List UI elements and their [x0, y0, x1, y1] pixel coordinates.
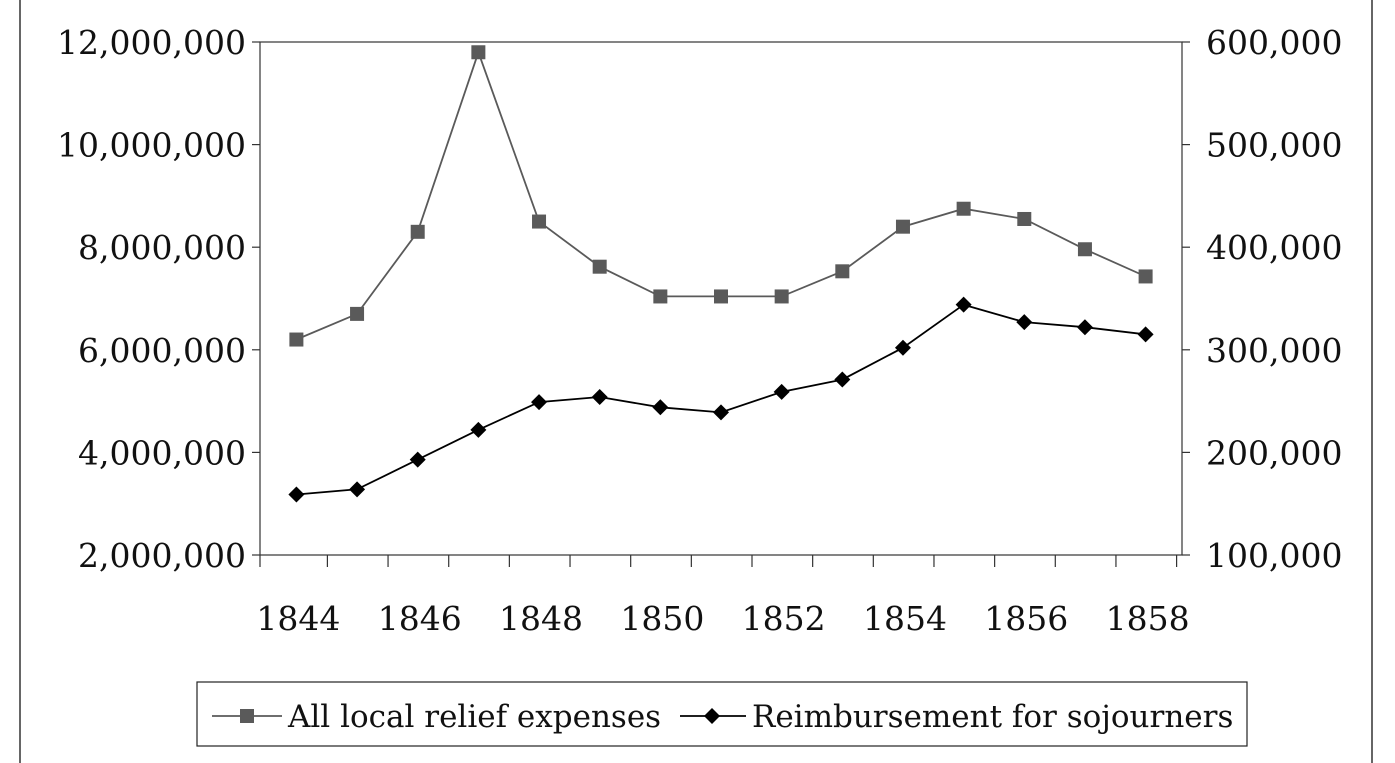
left-y-tick-label: 2,000,000 — [78, 536, 246, 575]
data-point-expenses-1854 — [895, 219, 910, 234]
data-point-sojourners-1855 — [955, 296, 972, 313]
data-point-sojourners-1857 — [1076, 319, 1093, 336]
right-y-tick-label: 300,000 — [1206, 331, 1342, 370]
data-point-expenses-1853 — [835, 264, 850, 279]
data-point-expenses-1847 — [471, 45, 486, 60]
legend: All local relief expenses Reimbursement … — [196, 681, 1248, 747]
left-y-tick-label: 8,000,000 — [78, 228, 246, 267]
x-tick-label: 1850 — [620, 599, 704, 638]
data-point-expenses-1846 — [410, 224, 425, 239]
right-y-tick-label: 600,000 — [1206, 23, 1342, 62]
data-point-sojourners-1851 — [713, 404, 729, 421]
x-tick-label: 1852 — [742, 599, 826, 638]
data-point-expenses-1855 — [956, 201, 971, 216]
series-line-1 — [296, 303, 1146, 496]
data-point-sojourners-1848 — [531, 394, 548, 411]
x-tick-label: 1854 — [863, 599, 947, 638]
left-y-tick-label: 6,000,000 — [78, 331, 246, 370]
data-point-expenses-1858 — [1138, 269, 1153, 284]
plot-area — [259, 41, 1183, 556]
data-point-expenses-1852 — [774, 289, 789, 304]
data-point-sojourners-1853 — [834, 371, 851, 388]
right-y-axis: 100,000 200,000 300,000 400,000 500,000 600,0… — [1182, 23, 1342, 575]
right-y-tick-label: 500,000 — [1206, 126, 1342, 165]
legend-label-expenses: All local relief expenses — [287, 699, 661, 735]
data-point-expenses-1844 — [289, 332, 304, 347]
data-point-sojourners-1850 — [652, 399, 669, 416]
x-tick-label: 1848 — [499, 599, 583, 638]
right-y-tick-label: 100,000 — [1206, 536, 1342, 575]
legend-box — [196, 681, 1248, 747]
legend-marker-sojourners — [704, 708, 720, 724]
right-y-tick-label: 400,000 — [1206, 228, 1342, 267]
x-tick-label: 1844 — [256, 599, 340, 638]
data-point-sojourners-1856 — [1016, 314, 1033, 331]
left-y-tick-label: 4,000,000 — [78, 433, 246, 472]
x-tick-label: 1846 — [378, 599, 462, 638]
data-point-sojourners-1852 — [773, 383, 790, 400]
data-point-expenses-1851 — [714, 289, 728, 304]
right-y-tick-label: 200,000 — [1206, 433, 1342, 472]
data-point-sojourners-1844 — [288, 486, 305, 503]
left-y-tick-label: 12,000,000 — [57, 23, 246, 62]
data-point-expenses-1849 — [592, 259, 607, 274]
legend-label-sojourners: Reimbursement for sojourners — [752, 699, 1233, 735]
series-layer — [288, 45, 1154, 503]
data-point-sojourners-1854 — [894, 339, 911, 356]
data-point-expenses-1850 — [653, 289, 668, 304]
data-point-expenses-1848 — [532, 214, 547, 229]
x-axis: 1844 1846 1848 1850 1852 1854 1856 1858 — [256, 555, 1190, 638]
data-point-sojourners-1849 — [591, 388, 608, 405]
left-y-axis: 2,000,000 4,000,000 6,000,000 8,000,000 10,0… — [57, 23, 260, 575]
data-point-expenses-1856 — [1017, 211, 1032, 226]
data-point-expenses-1857 — [1077, 242, 1092, 257]
x-tick-label: 1856 — [984, 599, 1068, 638]
data-point-sojourners-1847 — [470, 421, 487, 438]
data-point-sojourners-1858 — [1137, 326, 1154, 343]
data-point-expenses-1845 — [350, 306, 365, 321]
left-y-tick-label: 10,000,000 — [57, 126, 246, 165]
legend-marker-expenses — [240, 709, 254, 723]
chart-frame — [19, 0, 1373, 763]
x-tick-label: 1858 — [1106, 599, 1190, 638]
data-point-sojourners-1846 — [409, 451, 426, 468]
data-point-sojourners-1845 — [349, 481, 366, 498]
